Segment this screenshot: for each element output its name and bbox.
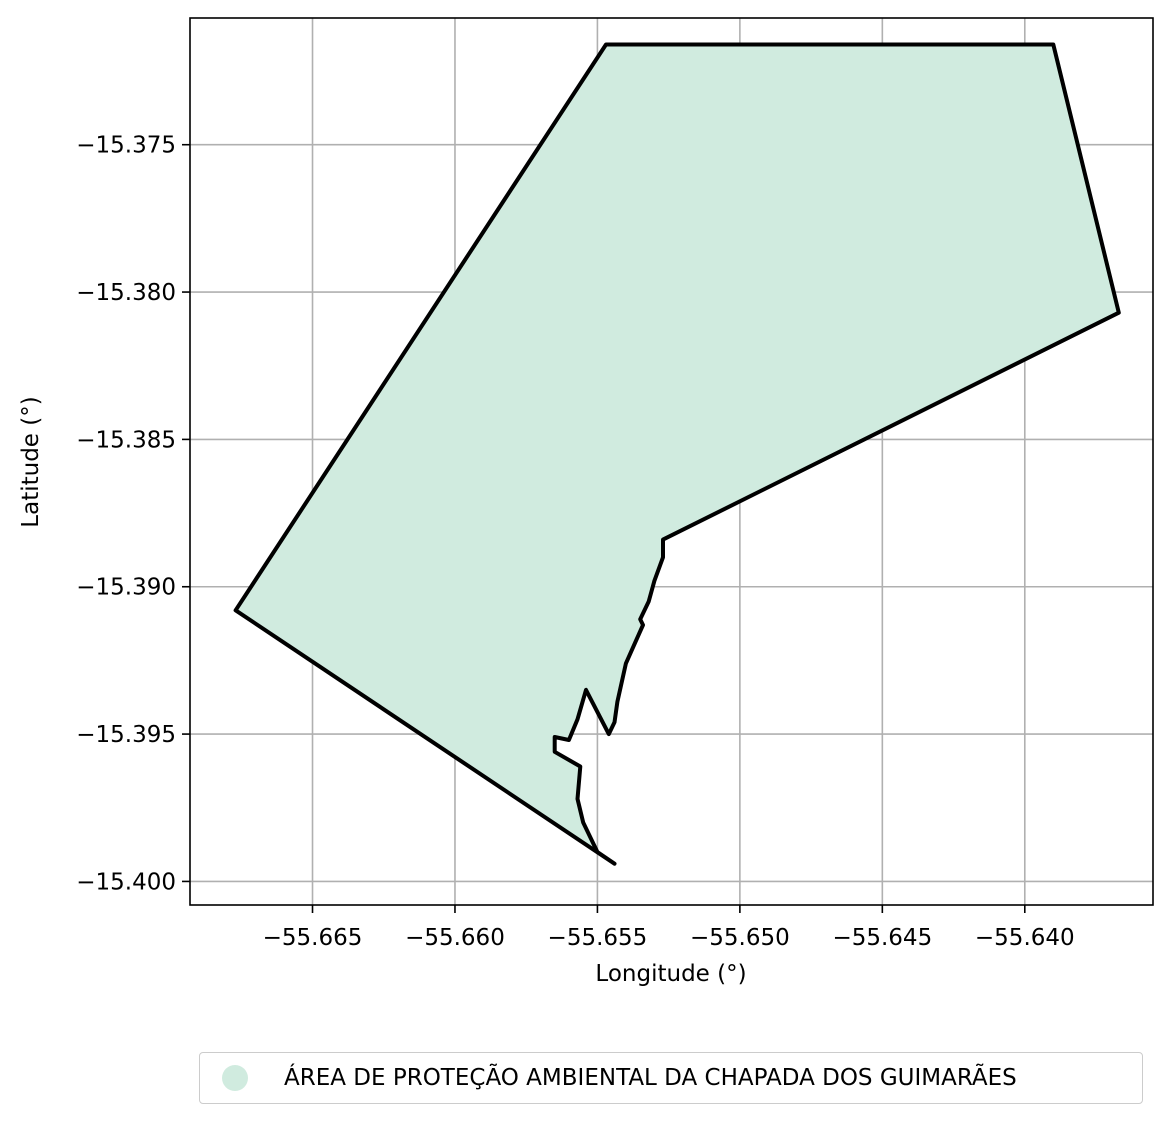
y-tick-label-3: −15.390 [76,575,176,601]
axes-frame [189,17,1154,906]
x-tick-label-1: −55.660 [405,925,505,951]
x-tick-label-0: −55.665 [263,925,363,951]
y-tick-label-2: −15.385 [76,427,176,453]
legend: ÁREA DE PROTEÇÃO AMBIENTAL DA CHAPADA DO… [199,1052,1143,1104]
protected-area-polygon-0 [233,42,1121,866]
x-tick-label-3: −55.650 [690,925,790,951]
y-tick-label-4: −15.395 [76,722,176,748]
y-tick-label-0: −15.375 [76,133,176,159]
y-axis-label: Latitude (°) [18,396,44,527]
x-ticks: −55.665 −55.660 −55.655 −55.650 −55.645 −55.6… [263,905,1075,951]
x-tick-label-4: −55.645 [832,925,932,951]
legend-marker [222,1065,248,1091]
x-tick-label-2: −55.655 [548,925,648,951]
polygon-layer [233,42,1121,866]
x-tick-label-5: −55.640 [975,925,1075,951]
x-axis-label: Longitude (°) [595,961,746,987]
y-tick-label-5: −15.400 [76,869,176,895]
y-ticks: −15.375 −15.380 −15.385 −15.390 −15.395 −15.4… [76,133,190,895]
y-tick-label-1: −15.380 [76,280,176,306]
legend-label: ÁREA DE PROTEÇÃO AMBIENTAL DA CHAPADA DO… [284,1065,1017,1091]
